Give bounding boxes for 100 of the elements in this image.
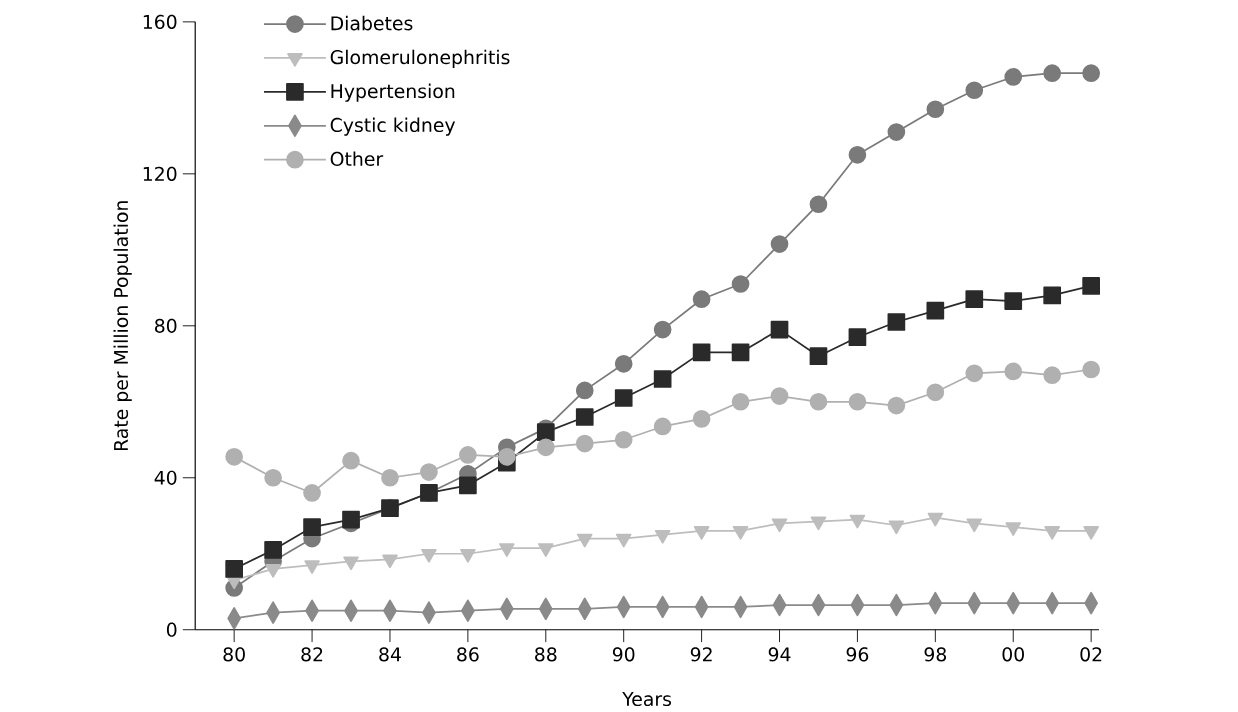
point <box>732 526 749 540</box>
point <box>1082 277 1100 295</box>
point <box>497 448 516 466</box>
y-tick-label: 40 <box>154 470 177 485</box>
point <box>848 146 867 164</box>
x-tick-label: 84 <box>379 647 401 662</box>
point <box>731 275 750 293</box>
point <box>654 529 671 544</box>
point <box>460 548 476 563</box>
point <box>303 518 321 537</box>
y-axis-title: Rate per Million Population <box>113 201 132 451</box>
point <box>576 533 593 548</box>
point <box>459 446 477 464</box>
point <box>1082 64 1100 83</box>
legend-label: Diabetes <box>331 15 413 31</box>
point <box>342 451 360 470</box>
point <box>927 512 944 527</box>
point <box>965 290 984 309</box>
point <box>965 81 984 100</box>
y-tick-label: 120 <box>143 166 177 182</box>
point <box>1004 292 1023 311</box>
point <box>693 526 710 540</box>
y-tick-label: 80 <box>154 318 177 334</box>
point <box>731 343 750 362</box>
point <box>420 463 438 481</box>
point <box>848 328 867 347</box>
point <box>849 514 866 529</box>
point <box>615 533 632 548</box>
x-tick-label: 98 <box>924 647 947 662</box>
point <box>459 476 477 495</box>
point <box>965 364 984 383</box>
x-tick-label: 02 <box>1080 647 1102 662</box>
point <box>303 484 321 502</box>
point <box>653 370 672 388</box>
legend-label: Cystic kidney <box>330 117 456 136</box>
point <box>1004 362 1023 381</box>
x-tick-label: 92 <box>690 647 712 662</box>
point <box>653 320 672 339</box>
point <box>926 301 945 320</box>
x-tick-label: 88 <box>535 647 557 662</box>
point <box>770 387 789 405</box>
point <box>575 434 594 453</box>
point <box>1082 360 1100 379</box>
point <box>692 290 711 309</box>
point <box>810 516 827 531</box>
point <box>575 381 594 400</box>
point <box>809 195 828 214</box>
point <box>342 510 360 529</box>
point <box>499 543 515 557</box>
x-tick-label: 00 <box>1002 647 1024 662</box>
point <box>421 548 437 563</box>
point <box>225 448 243 466</box>
point <box>926 383 945 402</box>
point <box>1043 366 1062 385</box>
point <box>770 320 789 339</box>
point <box>1043 64 1062 83</box>
point <box>264 541 282 559</box>
point <box>771 518 788 533</box>
point <box>887 313 906 331</box>
point <box>304 560 320 575</box>
point <box>1044 526 1060 540</box>
point <box>381 468 399 487</box>
point <box>382 554 398 569</box>
x-tick-label: 96 <box>846 647 869 662</box>
point <box>614 431 633 449</box>
x-tick-label: 94 <box>768 647 791 662</box>
point <box>536 423 555 442</box>
point <box>926 100 945 119</box>
point <box>225 560 243 578</box>
y-tick-label: 160 <box>143 14 177 30</box>
legend-label: Hypertension <box>331 83 455 102</box>
point <box>809 347 828 366</box>
x-tick-label: 80 <box>223 647 245 662</box>
point <box>888 520 905 535</box>
point <box>692 343 711 362</box>
point <box>614 355 633 373</box>
point <box>731 393 750 411</box>
point <box>1004 68 1023 86</box>
point <box>575 408 594 426</box>
point <box>770 235 789 254</box>
point <box>848 393 867 411</box>
point <box>809 393 828 411</box>
point <box>264 468 282 487</box>
x-tick-label: 90 <box>612 647 635 662</box>
point <box>653 417 672 436</box>
x-tick-label: 82 <box>301 647 323 662</box>
point <box>1043 286 1062 305</box>
point <box>343 556 359 571</box>
point <box>614 389 633 407</box>
point <box>887 123 906 141</box>
legend-label: Other <box>330 151 384 167</box>
point <box>536 438 555 457</box>
point <box>1005 522 1022 537</box>
point <box>966 518 983 533</box>
point <box>538 543 554 557</box>
x-tick-label: 86 <box>457 647 479 662</box>
point <box>692 410 711 428</box>
point <box>265 564 281 578</box>
point <box>887 396 906 415</box>
legend-label: Glomerulonephritis <box>330 49 510 69</box>
